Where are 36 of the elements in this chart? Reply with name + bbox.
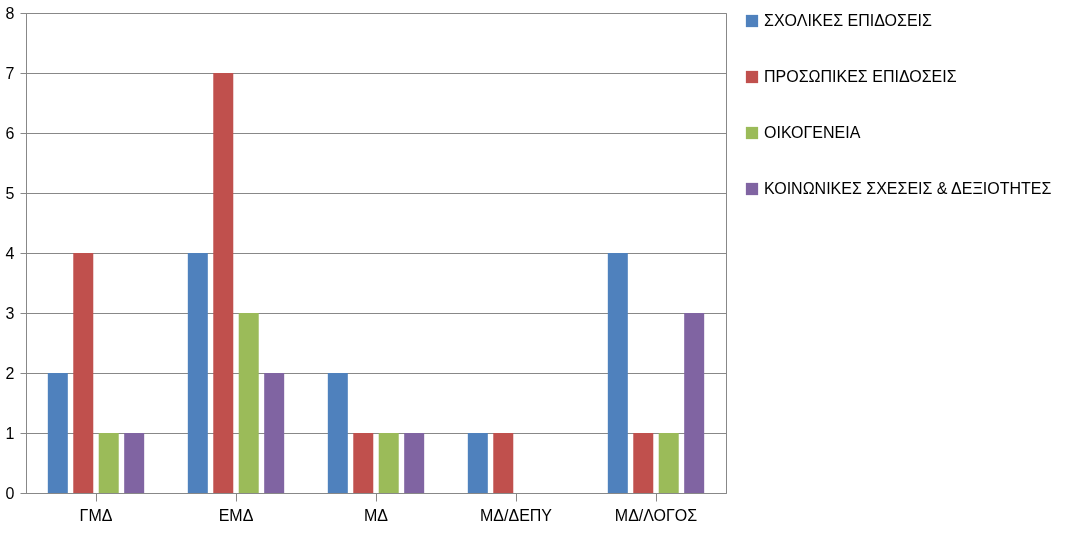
bar	[658, 433, 679, 493]
legend-label: ΣΧΟΛΙΚΕΣ ΕΠΙΔΟΣΕΙΣ	[764, 12, 933, 29]
legend-label: ΟΙΚΟΓΕΝΕΙΑ	[764, 124, 861, 141]
bar	[353, 433, 374, 493]
x-tick-label: ΓΜΔ	[79, 506, 113, 524]
bar	[213, 73, 234, 493]
bar	[607, 253, 628, 493]
bar	[327, 373, 348, 493]
y-tick-label: 2	[5, 364, 15, 382]
bar	[98, 433, 119, 493]
x-tick-label: ΕΜΔ	[218, 506, 254, 524]
y-tick-label: 6	[5, 124, 15, 142]
bar	[467, 433, 488, 493]
y-tick-label: 7	[5, 64, 15, 82]
bar	[124, 433, 145, 493]
legend-label: ΠΡΟΣΩΠΙΚΕΣ ΕΠΙΔΟΣΕΙΣ	[764, 68, 957, 85]
y-tick-label: 1	[5, 424, 15, 442]
y-tick-label: 3	[5, 304, 15, 322]
bar	[187, 253, 208, 493]
bar	[404, 433, 425, 493]
bar	[73, 253, 94, 493]
bar	[684, 313, 705, 493]
bar	[238, 313, 259, 493]
x-tick-label: ΜΔ	[363, 506, 389, 524]
x-tick-label: ΜΔ/ΔΕΠΥ	[479, 506, 553, 524]
legend-label: ΚΟΙΝΩΝΙΚΕΣ ΣΧΕΣΕΙΣ & ΔΕΞΙΟΤΗΤΕΣ	[764, 180, 1052, 197]
y-tick-label: 8	[5, 4, 15, 22]
y-tick-label: 4	[5, 244, 15, 262]
y-tick-label: 0	[5, 484, 15, 502]
y-tick-label: 5	[5, 184, 15, 202]
bar	[633, 433, 654, 493]
bar	[47, 373, 68, 493]
bar	[378, 433, 399, 493]
bar	[493, 433, 514, 493]
x-tick-label: ΜΔ/ΛΟΓΟΣ	[614, 506, 698, 524]
bar	[264, 373, 285, 493]
